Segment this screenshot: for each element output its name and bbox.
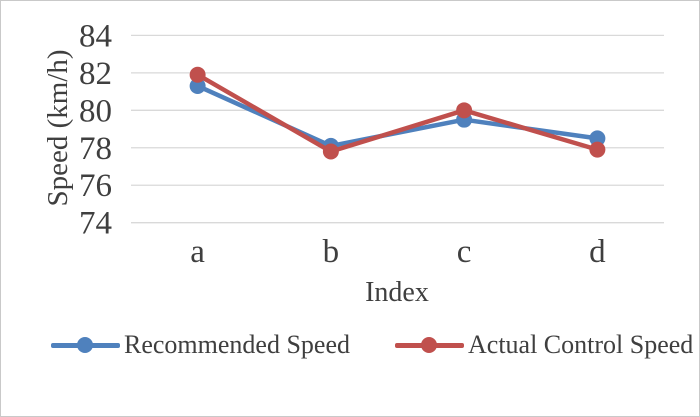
- y-tick-label: 76: [79, 168, 112, 204]
- line-marker-icon: [51, 337, 120, 353]
- legend-item-recommended-speed[interactable]: Recommended Speed: [51, 330, 350, 360]
- y-tick-label: 82: [79, 56, 112, 92]
- data-point-marker: [589, 130, 606, 147]
- line-marker-icon: [395, 337, 464, 353]
- legend-dot-icon: [77, 337, 93, 353]
- chart-legend: Recommended Speed Actual Control Speed: [51, 327, 693, 363]
- series-line: [195, 72, 600, 154]
- legend-label: Actual Control Speed: [468, 330, 694, 359]
- y-tick-label: 80: [79, 93, 112, 129]
- legend-item-actual-control-speed[interactable]: Actual Control Speed: [395, 330, 693, 360]
- data-point-marker: [456, 102, 473, 119]
- data-point-marker: [589, 141, 606, 158]
- x-tick-label: a: [190, 234, 205, 270]
- y-tick-label: 74: [79, 206, 112, 242]
- legend-label: Recommended Speed: [124, 330, 350, 359]
- x-axis-title: Index: [365, 277, 429, 308]
- y-axis-title: Speed (km/h): [42, 49, 74, 207]
- series-line: [195, 83, 600, 149]
- y-tick-label: 78: [79, 131, 112, 167]
- x-tick-label: b: [323, 234, 340, 270]
- data-point-marker: [189, 77, 206, 94]
- y-tick-label: 84: [79, 18, 112, 54]
- data-point-marker: [322, 143, 339, 160]
- x-tick-label: c: [457, 234, 472, 270]
- data-point-marker: [189, 66, 206, 83]
- legend-dot-icon: [421, 337, 437, 353]
- x-tick-label: d: [589, 234, 606, 270]
